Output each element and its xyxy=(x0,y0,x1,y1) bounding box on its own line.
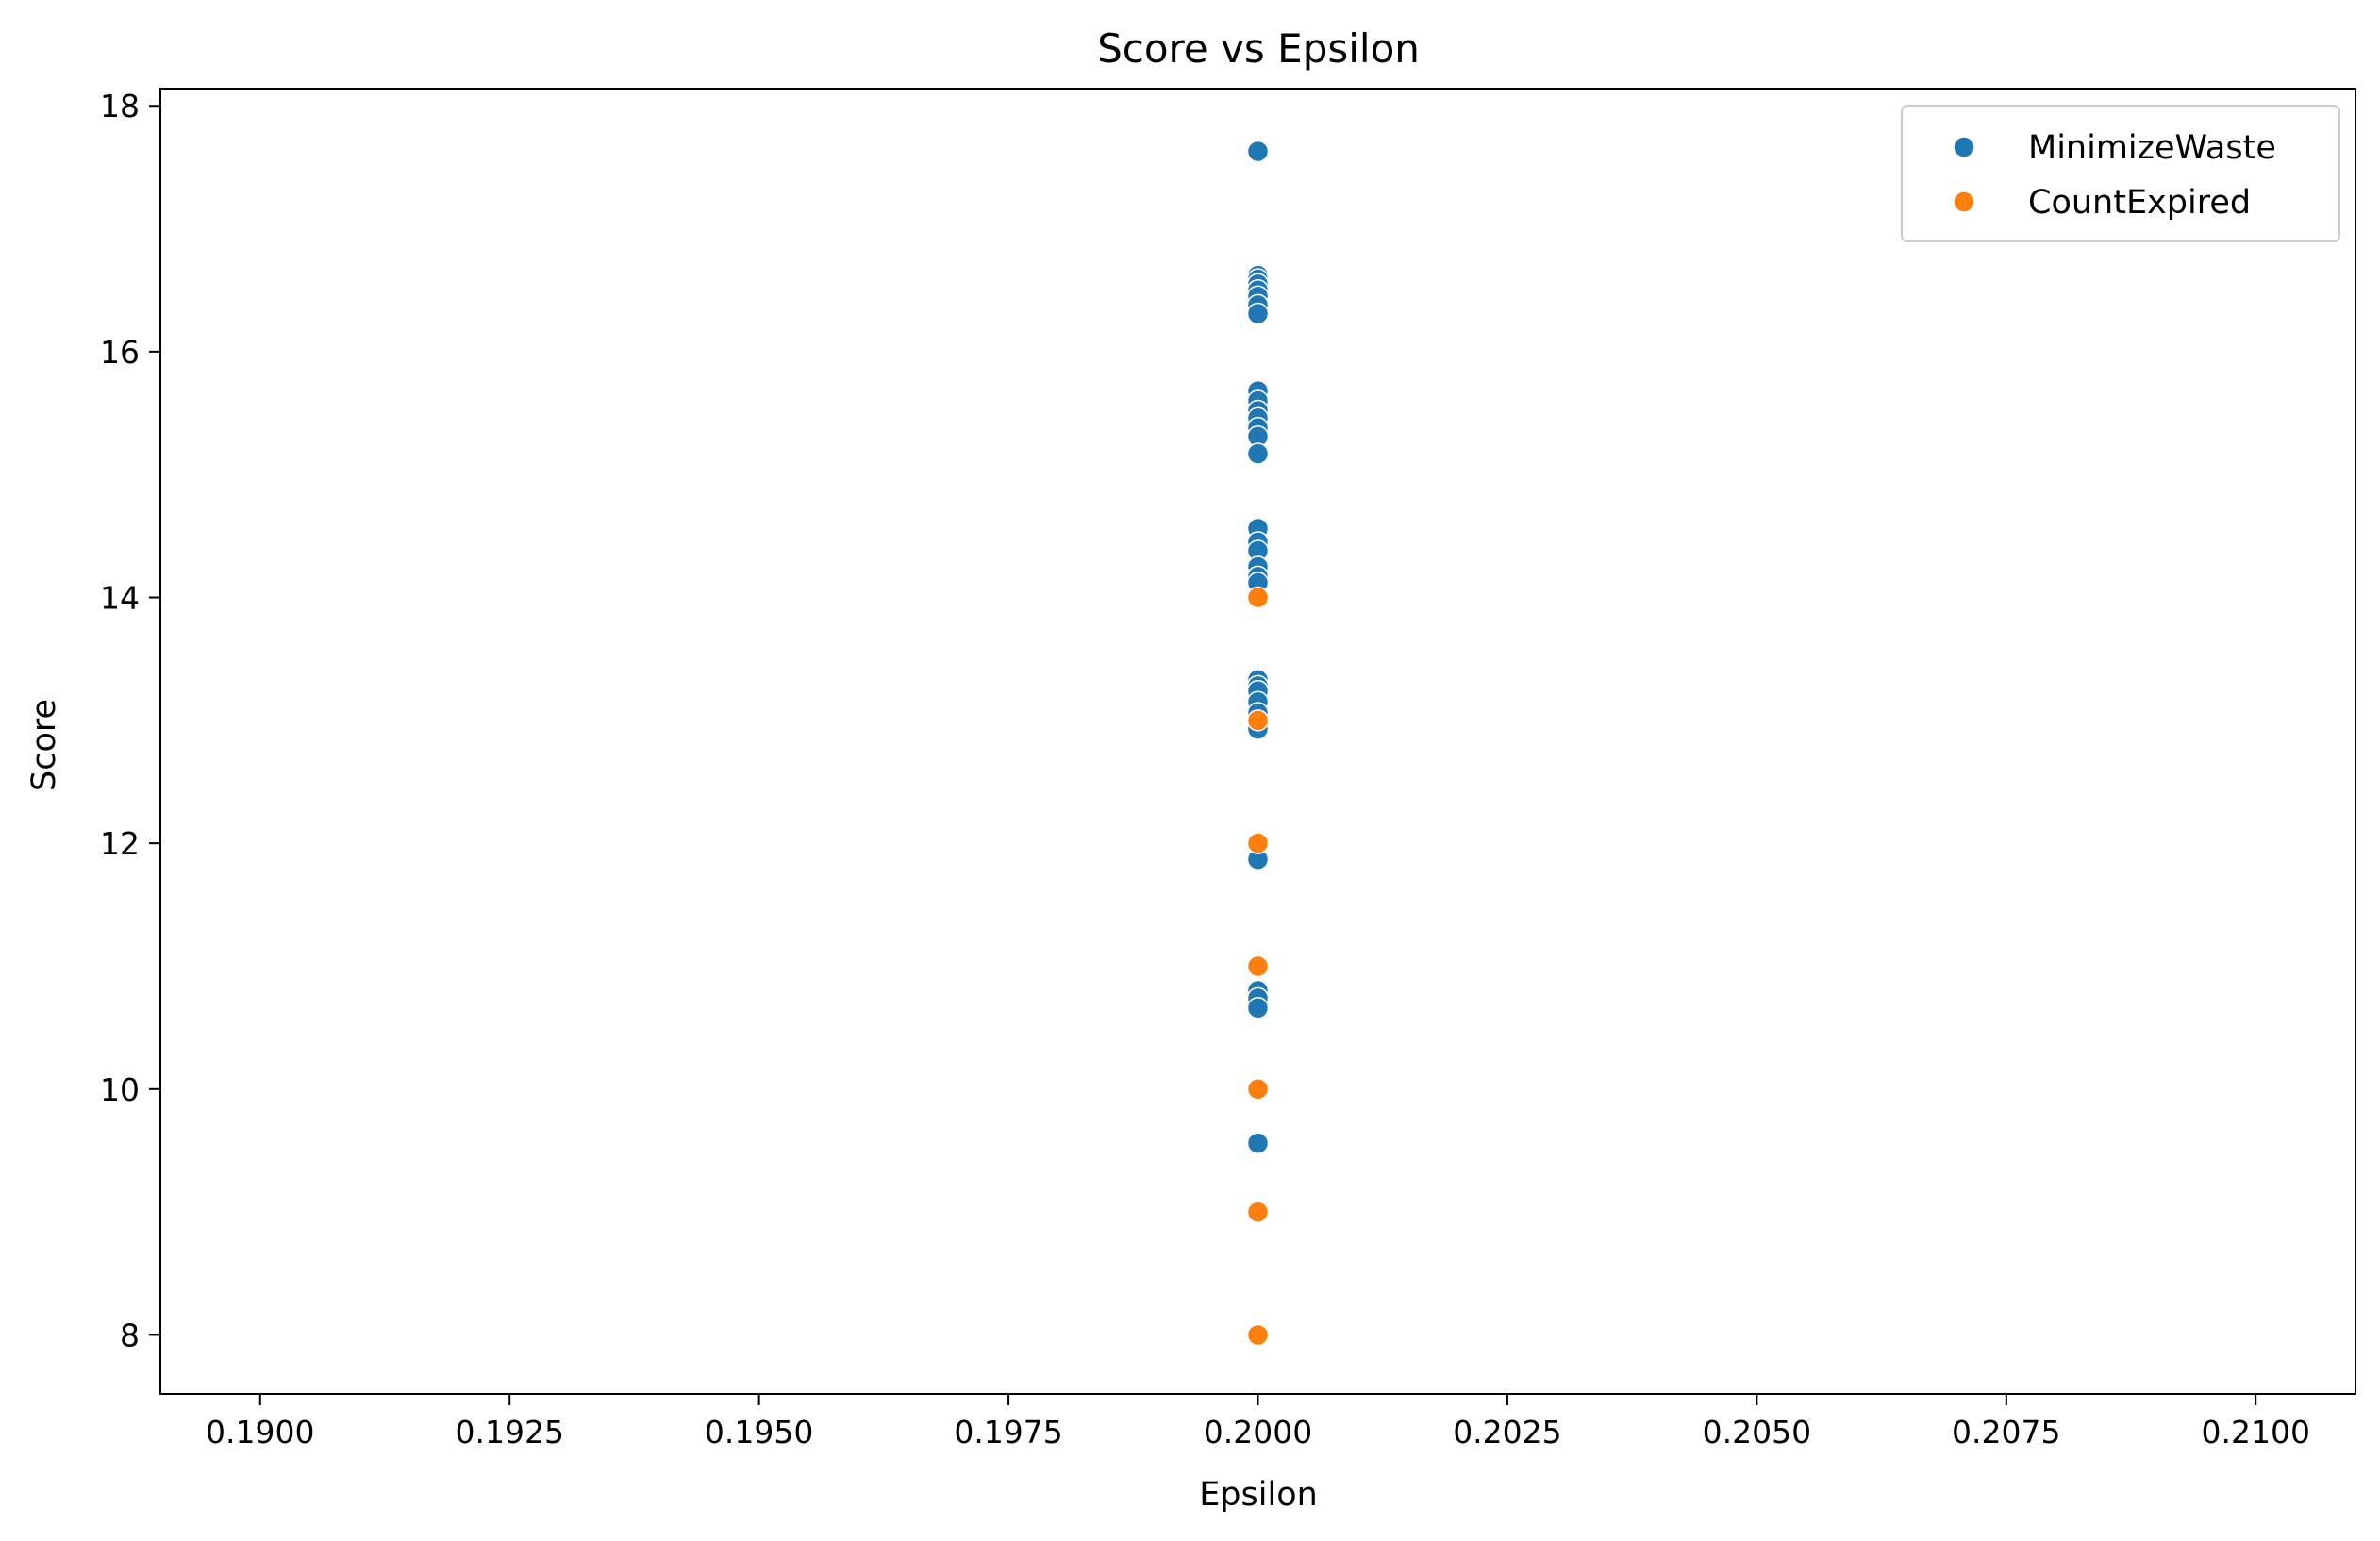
x-tick-label: 0.2075 xyxy=(1952,1414,2060,1450)
y-tick-label: 12 xyxy=(100,825,140,862)
point-countexpired xyxy=(1246,709,1270,732)
legend-marker xyxy=(1953,191,1975,213)
x-tick-label: 0.2000 xyxy=(1204,1414,1312,1450)
x-tick-label: 0.1900 xyxy=(206,1414,314,1450)
x-axis-label: Epsilon xyxy=(1199,1476,1318,1514)
legend: MinimizeWaste CountExpired xyxy=(1901,105,2340,242)
point-minimizewaste xyxy=(1246,1132,1270,1154)
y-tick-label: 8 xyxy=(120,1317,140,1353)
point-countexpired xyxy=(1246,1078,1270,1101)
point-countexpired xyxy=(1246,1323,1270,1347)
point-countexpired xyxy=(1246,832,1270,854)
point-minimizewaste xyxy=(1246,997,1270,1019)
point-minimizewaste xyxy=(1246,140,1270,163)
chart-title: Score vs Epsilon xyxy=(1097,25,1420,72)
point-minimizewaste xyxy=(1246,442,1270,465)
y-tick-label: 14 xyxy=(100,580,140,617)
point-countexpired xyxy=(1246,586,1270,609)
x-tick-label: 0.1950 xyxy=(705,1414,813,1450)
y-tick-label: 10 xyxy=(100,1071,140,1108)
y-axis-ticks: 8 10 12 14 16 18 xyxy=(100,88,160,1353)
legend-label: CountExpired xyxy=(2028,184,2251,222)
x-tick-label: 0.2050 xyxy=(1703,1414,1811,1450)
y-tick-label: 18 xyxy=(100,88,140,124)
point-countexpired xyxy=(1246,954,1270,978)
legend-marker xyxy=(1953,136,1975,158)
point-minimizewaste xyxy=(1246,302,1270,325)
x-tick-label: 0.1925 xyxy=(455,1414,563,1450)
data-points xyxy=(1246,139,1270,1347)
point-countexpired xyxy=(1246,1201,1270,1223)
y-axis-label: Score xyxy=(25,699,63,791)
x-tick-label: 0.1975 xyxy=(954,1414,1062,1450)
x-tick-label: 0.2025 xyxy=(1453,1414,1561,1450)
legend-label: MinimizeWaste xyxy=(2028,129,2276,167)
x-tick-label: 0.2100 xyxy=(2201,1414,2309,1450)
x-axis-ticks: 0.1900 0.1925 0.1950 0.1975 0.2000 0.2025 0.20… xyxy=(206,1394,2310,1450)
y-tick-label: 16 xyxy=(100,334,140,371)
legend-box xyxy=(1901,105,2340,242)
